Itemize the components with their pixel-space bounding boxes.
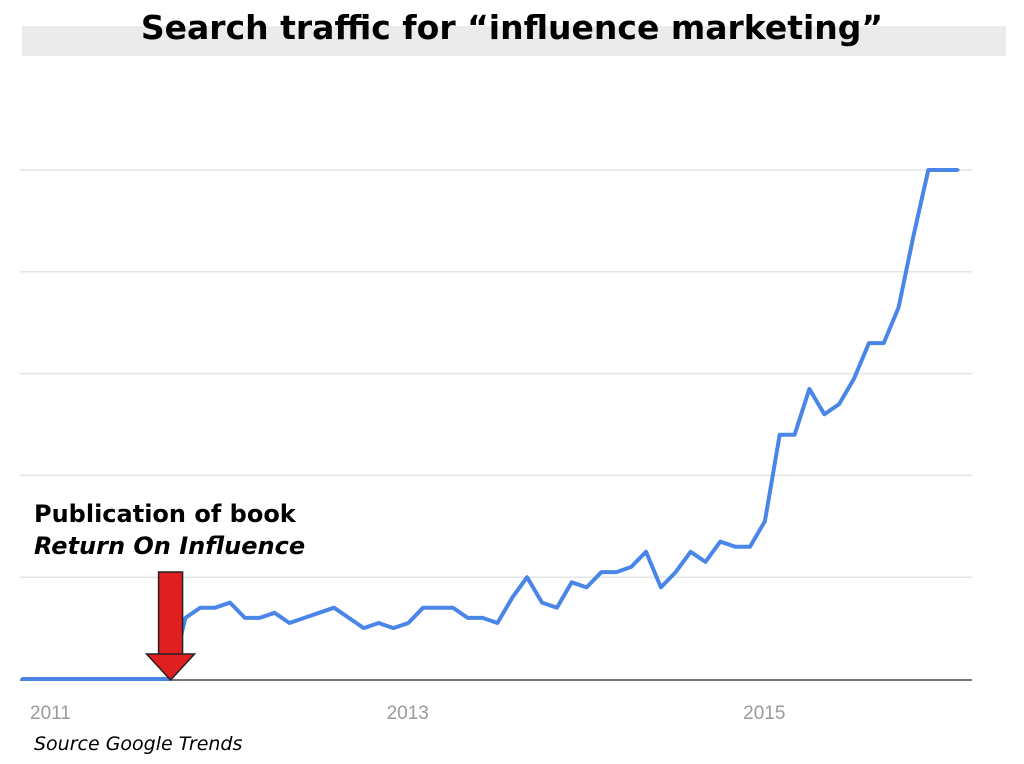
data-point: [154, 677, 158, 681]
data-point: [65, 677, 69, 681]
data-point: [258, 616, 262, 620]
data-point: [659, 585, 663, 589]
chart-title: Search traffic for “influence marketing”: [140, 8, 884, 47]
publication-annotation: Publication of book Return On Influence: [34, 498, 305, 562]
data-point: [897, 305, 901, 309]
data-point: [451, 606, 455, 610]
data-point: [124, 677, 128, 681]
title-band: [22, 26, 1006, 56]
data-point: [391, 626, 395, 630]
data-point: [778, 433, 782, 437]
x-tick-label: 2015: [743, 703, 785, 724]
data-point: [585, 585, 589, 589]
data-point: [748, 545, 752, 549]
data-point: [317, 611, 321, 615]
data-point: [35, 677, 39, 681]
data-point: [20, 677, 24, 681]
annotation-line-2: Return On Influence: [34, 532, 306, 560]
data-point: [302, 616, 306, 620]
data-point: [94, 677, 98, 681]
x-tick-label: 2011: [30, 703, 71, 724]
data-point: [406, 621, 410, 625]
data-point: [882, 341, 886, 345]
data-point: [79, 677, 83, 681]
data-point: [941, 168, 945, 172]
data-point: [436, 606, 440, 610]
data-point: [243, 616, 247, 620]
arrow-shaft: [157, 571, 184, 657]
data-point: [674, 570, 678, 574]
data-point: [421, 606, 425, 610]
data-point: [273, 611, 277, 615]
data-point: [911, 234, 915, 238]
data-point: [198, 606, 202, 610]
data-point: [837, 402, 841, 406]
data-point: [718, 540, 722, 544]
data-point: [332, 606, 336, 610]
data-point: [495, 621, 499, 625]
source-note: Source Google Trends: [34, 733, 243, 755]
data-point: [867, 341, 871, 345]
data-point: [362, 626, 366, 630]
data-point: [644, 550, 648, 554]
data-point: [822, 412, 826, 416]
data-point: [614, 570, 618, 574]
data-point: [852, 377, 856, 381]
data-point: [228, 601, 232, 605]
annotation-line-1: Publication of book: [34, 500, 296, 528]
data-point: [599, 570, 603, 574]
data-point: [763, 519, 767, 523]
data-point: [377, 621, 381, 625]
data-point: [287, 621, 291, 625]
data-point: [109, 677, 113, 681]
data-point: [629, 565, 633, 569]
data-point: [703, 560, 707, 564]
data-point: [807, 387, 811, 391]
data-point: [466, 616, 470, 620]
data-point: [689, 550, 693, 554]
publication-arrow: [144, 571, 197, 682]
data-point: [213, 606, 217, 610]
arrow-head: [144, 653, 197, 682]
data-point: [481, 616, 485, 620]
data-point: [540, 601, 544, 605]
data-point: [510, 596, 514, 600]
data-point: [956, 168, 960, 172]
data-point: [525, 575, 529, 579]
x-tick-labels: 2011 2013 2015: [30, 703, 785, 724]
data-point: [50, 677, 54, 681]
data-point: [793, 433, 797, 437]
data-point: [926, 168, 930, 172]
x-tick-label: 2013: [387, 703, 429, 724]
data-point: [183, 616, 187, 620]
data-point: [733, 545, 737, 549]
data-point: [347, 616, 351, 620]
data-point: [555, 606, 559, 610]
data-point: [139, 677, 143, 681]
data-point: [570, 580, 574, 584]
